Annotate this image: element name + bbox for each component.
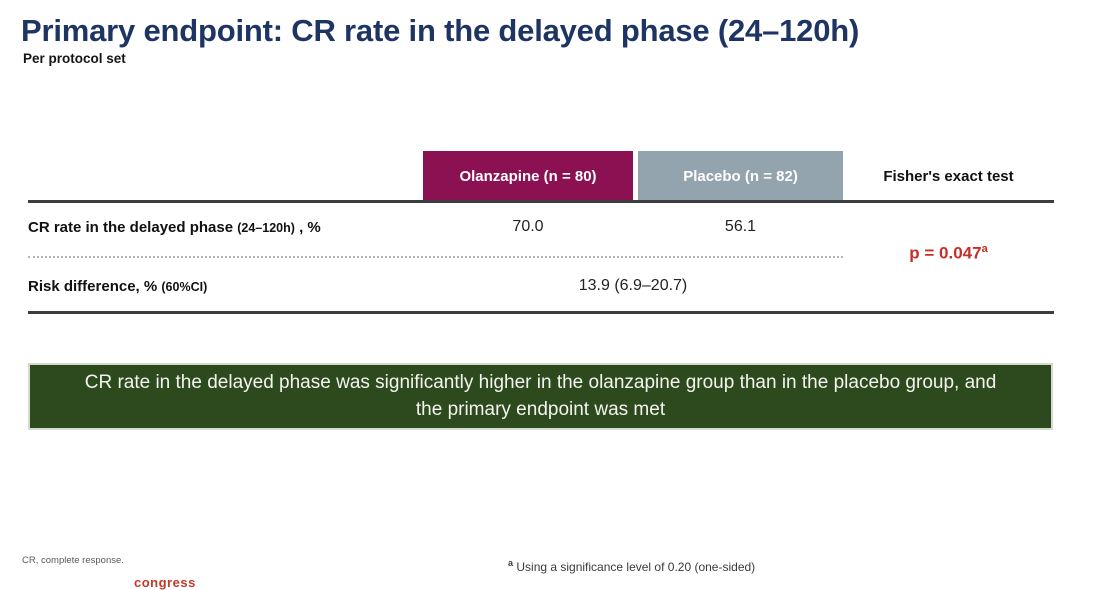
row-label-risk-difference: Risk difference, % (60%CI)	[28, 278, 428, 295]
footnote-significance: a Using a significance level of 0.20 (on…	[508, 558, 755, 574]
row-label-cr-rate-range: (24–120h)	[237, 221, 295, 235]
footnote-significance-text: Using a significance level of 0.20 (one-…	[516, 560, 756, 574]
conclusion-banner: CR rate in the delayed phase was signifi…	[28, 363, 1053, 430]
column-header-fisher-label: Fisher's exact test	[883, 167, 1014, 185]
footnote-abbreviation: CR, complete response.	[22, 555, 124, 566]
cell-risk-difference-combined: 13.9 (6.9–20.7)	[578, 277, 688, 294]
fisher-p-value: p = 0.047a	[843, 243, 1054, 264]
cell-cr-rate-olanzapine: 70.0	[512, 218, 544, 235]
column-header-placebo: Placebo (n = 82)	[638, 151, 843, 201]
p-value-footnote-marker: a	[981, 243, 988, 255]
row-label-cr-rate: CR rate in the delayed phase (24–120h) ,…	[28, 219, 428, 236]
column-header-olanzapine: Olanzapine (n = 80)	[423, 151, 633, 201]
row-label-cr-rate-main: CR rate in the delayed phase	[28, 219, 238, 236]
row-label-cr-rate-unit: , %	[294, 219, 321, 236]
column-header-olanzapine-label: Olanzapine (n = 80)	[459, 167, 597, 185]
column-header-fisher-test: Fisher's exact test	[843, 151, 1054, 201]
conclusion-banner-text: CR rate in the delayed phase was signifi…	[84, 371, 997, 420]
row-label-risk-difference-ci: (60%CI)	[161, 280, 208, 294]
congress-logo-text-clipped: congress	[134, 575, 196, 590]
footnote-significance-marker: a	[508, 558, 514, 568]
table-row-divider-dotted	[28, 256, 843, 258]
column-header-placebo-label: Placebo (n = 82)	[683, 167, 798, 185]
page-subtitle: Per protocol set	[23, 51, 126, 66]
table-top-rule	[28, 200, 1054, 203]
table-bottom-rule	[28, 311, 1054, 314]
cell-cr-rate-placebo: 56.1	[724, 218, 757, 235]
row-label-risk-difference-main: Risk difference, %	[28, 278, 162, 295]
p-value-text: p = 0.047	[909, 243, 982, 263]
page-title: Primary endpoint: CR rate in the delayed…	[21, 13, 860, 48]
